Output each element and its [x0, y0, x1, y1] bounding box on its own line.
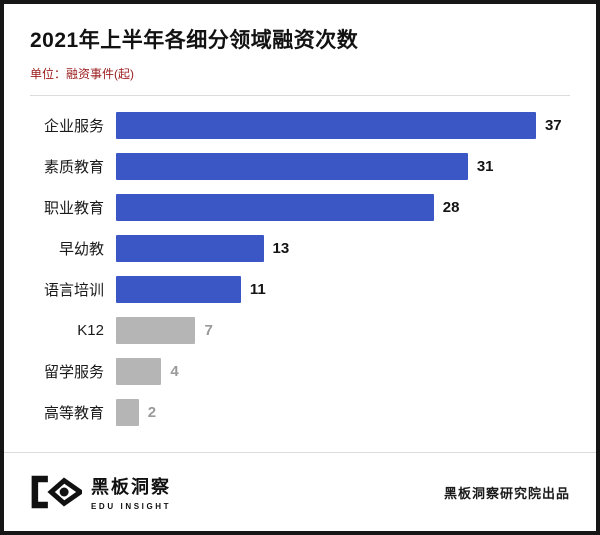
brand-logo: 黑板洞察 EDU INSIGHT [30, 473, 171, 511]
chart-row: 早幼教 13 [30, 235, 570, 262]
bar [116, 317, 196, 344]
unit-label: 单位：融资事件(起) [30, 67, 134, 81]
attribution-text: 黑板洞察研究院出品 [443, 485, 570, 501]
chart-row: 职业教育 28 [30, 194, 570, 221]
bar-track: 28 [116, 194, 570, 221]
eye-logo-icon [31, 475, 82, 509]
chart-row: 素质教育 31 [30, 153, 570, 180]
category-label: 企业服务 [43, 118, 104, 135]
bar [116, 194, 434, 221]
chart-row: 企业服务 37 [30, 112, 570, 139]
logo-name-cn: 黑板洞察 [91, 477, 171, 497]
value-label: 11 [249, 281, 266, 298]
bar-track: 7 [116, 317, 570, 344]
value-label: 7 [204, 322, 213, 339]
footer: 黑板洞察 EDU INSIGHT 黑板洞察研究院出品 [4, 453, 596, 531]
category-label: 高等教育 [43, 405, 104, 422]
bar [116, 276, 241, 303]
bar [116, 235, 264, 262]
logo-text: 黑板洞察 EDU INSIGHT [91, 473, 171, 511]
chart-row: 留学服务 4 [30, 358, 570, 385]
bar-chart: 企业服务 37 素质教育 31 职业教育 28 早幼教 13 语言培训 11 K12 7 留学服务 4 高等… [4, 96, 596, 452]
chart-row: 高等教育 2 [30, 399, 570, 426]
chart-row: K12 7 [30, 317, 570, 344]
bar-track: 2 [116, 399, 570, 426]
category-label: 早幼教 [58, 241, 104, 258]
chart-rows: 企业服务 37 素质教育 31 职业教育 28 早幼教 13 语言培训 11 K12 7 留学服务 4 高等… [30, 112, 570, 426]
value-label: 13 [272, 240, 290, 257]
bar [116, 358, 162, 385]
bar-track: 31 [116, 153, 570, 180]
value-label: 31 [476, 158, 494, 175]
bar-track: 37 [116, 112, 570, 139]
value-label: 37 [544, 117, 562, 134]
category-label: 职业教育 [43, 200, 104, 217]
value-label: 2 [147, 404, 157, 421]
category-label: 语言培训 [43, 282, 104, 299]
bar-track: 4 [116, 358, 570, 385]
bar-track: 13 [116, 235, 570, 262]
value-label: 28 [442, 199, 460, 216]
bar-track: 11 [116, 276, 570, 303]
category-label: K12 [77, 322, 104, 339]
category-label: 素质教育 [43, 159, 104, 176]
value-label: 4 [170, 363, 179, 380]
chart-header: 2021年上半年各细分领域融资次数 单位：融资事件(起) [4, 4, 596, 96]
bar [116, 153, 468, 180]
bar [116, 112, 536, 139]
header-divider [30, 95, 570, 96]
logo-name-en: EDU INSIGHT [91, 502, 172, 511]
chart-row: 语言培训 11 [30, 276, 570, 303]
bar [116, 399, 139, 426]
footer-divider [4, 452, 596, 453]
page-title: 2021年上半年各细分领域融资次数 [30, 29, 359, 52]
category-label: 留学服务 [43, 364, 104, 381]
